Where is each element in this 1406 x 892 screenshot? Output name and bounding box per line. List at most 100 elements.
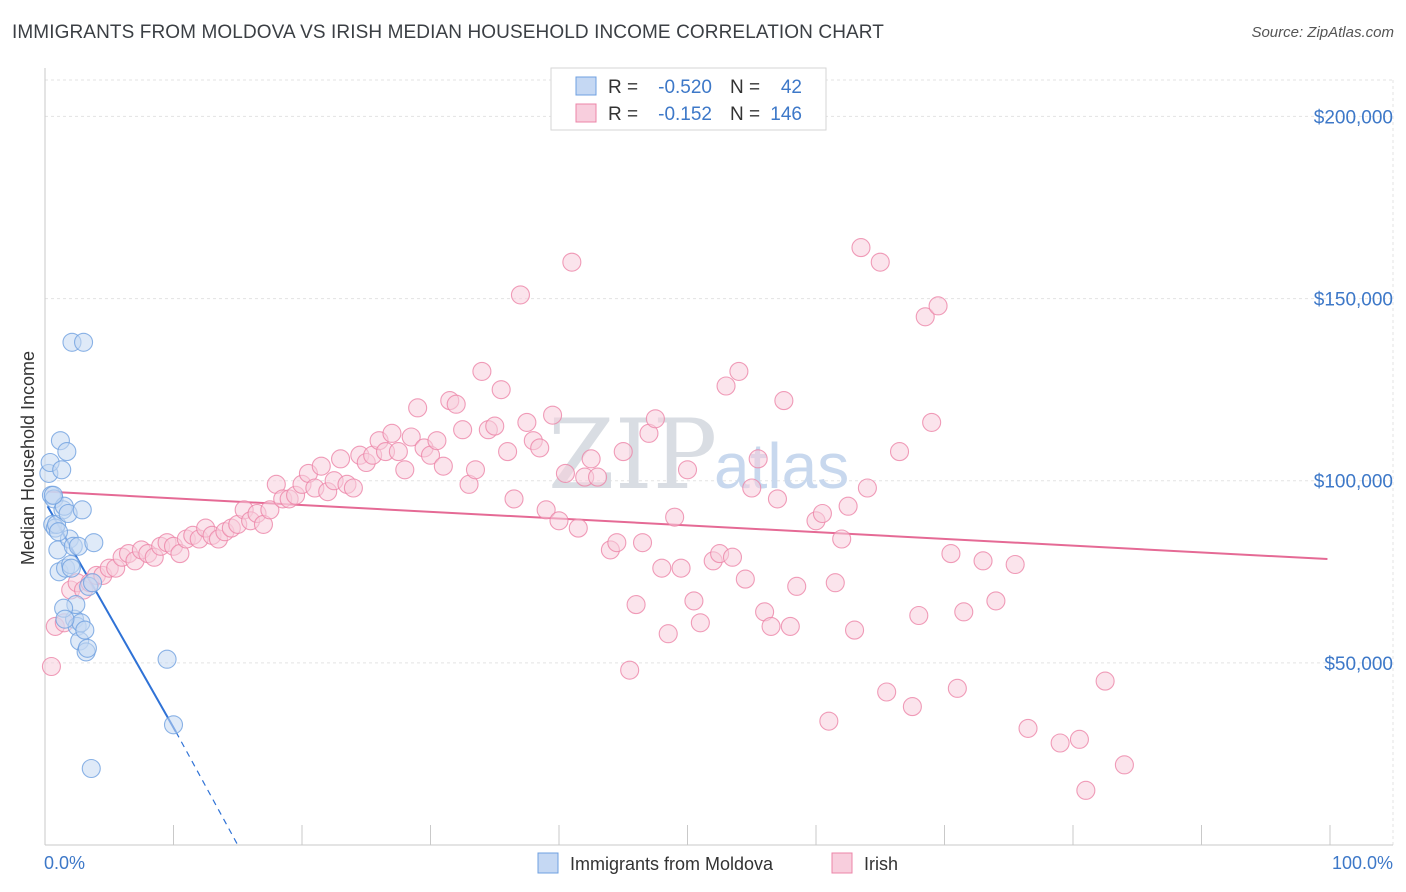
point-irish-107 <box>742 478 762 498</box>
point-irish-126 <box>889 442 910 462</box>
point-moldova-26 <box>72 500 92 520</box>
watermark: ZIP atlas <box>548 399 849 511</box>
point-irish-47 <box>343 478 363 498</box>
point-moldova-41 <box>163 715 184 735</box>
watermark-atlas: atlas <box>714 430 849 502</box>
point-irish-130 <box>922 412 942 432</box>
point-irish-53 <box>382 423 402 443</box>
point-irish-0 <box>41 656 61 677</box>
point-moldova-40 <box>157 649 177 669</box>
point-irish-104 <box>722 547 743 567</box>
point-irish-118 <box>825 573 845 593</box>
point-moldova-30 <box>77 638 97 658</box>
point-irish-94 <box>652 558 672 578</box>
legend-n-value-moldova: 42 <box>781 77 802 98</box>
point-irish-73 <box>510 285 531 305</box>
point-irish-42 <box>311 456 331 476</box>
series-legend: Immigrants from Moldova Irish <box>537 852 898 874</box>
point-irish-74 <box>517 412 537 432</box>
point-irish-66 <box>465 460 486 480</box>
point-irish-97 <box>671 558 691 578</box>
point-irish-76 <box>530 438 550 458</box>
point-irish-81 <box>562 252 582 272</box>
bottom-legend-swatch-irish <box>831 852 853 874</box>
point-irish-142 <box>1095 671 1115 691</box>
point-irish-34 <box>260 500 280 520</box>
point-irish-77 <box>536 500 556 520</box>
point-irish-54 <box>388 442 408 462</box>
point-moldova-39 <box>48 522 69 542</box>
point-irish-91 <box>632 533 653 553</box>
point-moldova-10 <box>52 460 72 480</box>
point-irish-138 <box>1018 718 1038 738</box>
point-irish-135 <box>973 551 993 571</box>
y-tick-label-2: $150,000 <box>1314 290 1393 311</box>
point-irish-57 <box>408 398 428 418</box>
point-irish-78 <box>543 405 563 425</box>
correlation-legend: R = -0.520 N = 42 R = -0.152 N = 146 <box>550 67 827 131</box>
point-irish-64 <box>453 420 473 440</box>
point-irish-119 <box>832 529 852 549</box>
legend-swatch-moldova <box>575 76 597 96</box>
series-irish-points <box>41 238 1134 800</box>
point-irish-124 <box>870 252 890 272</box>
legend-n-label-moldova: N = <box>730 77 760 98</box>
point-irish-71 <box>498 442 518 462</box>
trend-irish-solid <box>47 490 1328 561</box>
source-credit: Source: ZipAtlas.com <box>1251 24 1394 41</box>
x-tick-label-1: 100.0% <box>1332 853 1393 873</box>
point-irish-122 <box>851 238 871 258</box>
point-irish-129 <box>915 307 935 327</box>
trend-moldova-dashed <box>175 731 239 846</box>
legend-swatch-irish <box>575 103 597 123</box>
chart-title: IMMIGRANTS FROM MOLDOVA VS IRISH MEDIAN … <box>12 22 884 43</box>
point-irish-80 <box>555 463 575 483</box>
point-irish-67 <box>472 361 492 381</box>
point-moldova-33 <box>82 573 103 593</box>
point-irish-99 <box>684 591 704 611</box>
point-irish-128 <box>909 605 929 626</box>
point-moldova-38 <box>61 558 81 578</box>
point-moldova-32 <box>81 758 101 779</box>
point-irish-84 <box>581 449 601 469</box>
point-irish-127 <box>902 697 922 717</box>
point-irish-111 <box>767 489 788 509</box>
legend-n-label-irish: N = <box>730 104 760 125</box>
point-irish-136 <box>986 591 1006 611</box>
point-irish-93 <box>645 409 665 429</box>
legend-n-value-irish: 146 <box>770 104 802 125</box>
legend-r-value-moldova: -0.520 <box>658 77 712 98</box>
point-irish-108 <box>748 449 768 469</box>
bottom-legend-label-moldova: Immigrants from Moldova <box>570 854 774 874</box>
y-axis-ticks: $50,000 $100,000 $150,000 $200,000 <box>1314 107 1393 674</box>
point-irish-116 <box>812 503 832 524</box>
point-irish-131 <box>928 296 948 316</box>
x-tick-label-0: 0.0% <box>44 853 85 873</box>
point-irish-132 <box>941 544 961 564</box>
watermark-zip: ZIP <box>548 399 717 511</box>
point-irish-98 <box>677 460 698 480</box>
point-irish-79 <box>549 511 569 531</box>
y-tick-label-1: $100,000 <box>1314 472 1393 493</box>
point-moldova-34 <box>84 533 104 553</box>
point-irish-61 <box>433 456 453 476</box>
y-axis-label: Median Household Income <box>18 351 38 565</box>
legend-r-value-irish: -0.152 <box>658 104 712 125</box>
point-irish-87 <box>607 533 627 553</box>
point-irish-117 <box>819 711 839 731</box>
y-tick-label-3: $200,000 <box>1314 107 1393 128</box>
point-irish-63 <box>446 394 466 414</box>
point-irish-96 <box>665 507 685 527</box>
point-irish-114 <box>787 576 807 596</box>
point-irish-60 <box>427 431 447 451</box>
point-irish-141 <box>1076 780 1096 800</box>
point-irish-133 <box>947 678 967 698</box>
point-irish-45 <box>330 449 351 469</box>
point-irish-103 <box>716 376 736 396</box>
point-irish-134 <box>954 602 974 622</box>
point-irish-113 <box>780 616 800 636</box>
point-irish-55 <box>395 460 415 480</box>
point-irish-120 <box>838 496 858 516</box>
point-moldova-14 <box>57 442 77 462</box>
